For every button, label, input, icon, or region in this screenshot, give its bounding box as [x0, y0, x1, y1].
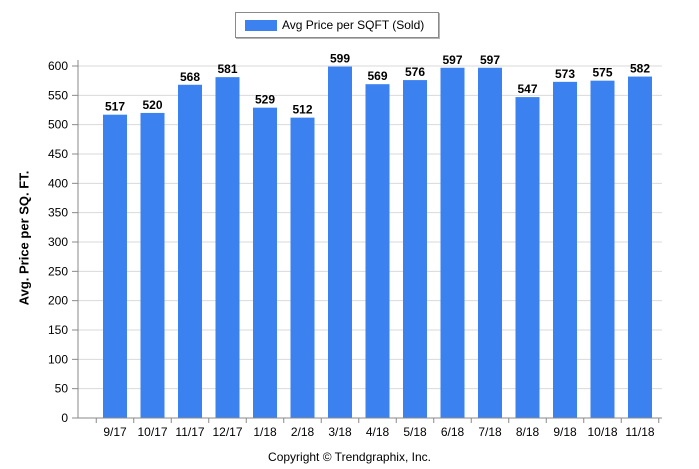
y-tick-label: 400 — [48, 176, 68, 190]
x-tick-label: 1/18 — [253, 425, 277, 439]
y-axis-title: Avg. Price per SQ. FT. — [16, 170, 32, 306]
data-label: 569 — [367, 69, 387, 83]
x-tick-label: 5/18 — [403, 425, 427, 439]
x-tick-label: 4/18 — [366, 425, 390, 439]
data-label: 512 — [292, 103, 312, 117]
x-tick-label: 10/18 — [587, 425, 617, 439]
legend: Avg Price per SQFT (Sold) — [235, 12, 439, 38]
y-tick-label: 550 — [48, 88, 68, 102]
data-label: 582 — [630, 62, 650, 76]
bar — [365, 84, 390, 418]
data-label: 575 — [592, 66, 612, 80]
axes: 0 50 100 150 200 250 300 350 400 450 500 550 600 9/17… — [48, 59, 662, 439]
data-label: 517 — [105, 100, 125, 114]
x-tick-label: 10/17 — [137, 425, 167, 439]
x-tick-label: 2/18 — [291, 425, 315, 439]
data-label: 581 — [217, 62, 237, 76]
x-tick-label: 7/18 — [478, 425, 502, 439]
x-tick-label: 11/17 — [175, 425, 204, 439]
bar — [553, 81, 577, 418]
x-tick-label: 11/18 — [625, 425, 654, 439]
data-label: 573 — [555, 67, 575, 81]
y-tick-label: 600 — [48, 59, 68, 73]
y-tick-label: 50 — [55, 382, 69, 396]
y-tick-label: 150 — [48, 323, 68, 337]
bar — [140, 112, 165, 418]
bar — [328, 66, 352, 418]
bar — [515, 97, 540, 419]
x-tick-label: 9/17 — [103, 425, 127, 439]
x-tick-label: 8/18 — [516, 425, 540, 439]
y-tick-label: 350 — [48, 206, 68, 220]
bars — [103, 66, 652, 419]
data-label: 597 — [480, 53, 500, 67]
y-tick-label: 200 — [48, 294, 68, 308]
x-tick-label: 3/18 — [328, 425, 352, 439]
bar — [403, 80, 427, 418]
y-tick-label: 0 — [61, 411, 68, 425]
bar — [103, 114, 127, 419]
data-labels: 517 520 568 581 529 512 599 569 576 597 597 547 573 5… — [105, 52, 650, 117]
data-label: 547 — [517, 82, 537, 96]
bar — [178, 84, 202, 419]
bar — [253, 107, 277, 419]
bar — [290, 117, 315, 419]
y-tick-label: 500 — [48, 118, 68, 132]
legend-label: Avg Price per SQFT (Sold) — [282, 18, 425, 32]
data-label: 568 — [180, 70, 200, 84]
x-tick-label: 9/18 — [553, 425, 577, 439]
data-label: 576 — [405, 65, 425, 79]
bar — [215, 77, 240, 418]
data-label: 597 — [442, 53, 462, 67]
data-label: 529 — [255, 93, 275, 107]
x-tick-label: 6/18 — [441, 425, 465, 439]
bar — [590, 80, 615, 419]
bar — [628, 76, 652, 418]
y-tick-label: 250 — [48, 264, 68, 278]
legend-swatch — [245, 20, 277, 31]
copyright-text: Copyright © Trendgraphix, Inc. — [268, 450, 431, 464]
data-label: 520 — [142, 98, 162, 112]
bar — [440, 67, 465, 418]
y-tick-label: 300 — [48, 235, 68, 249]
y-tick-label: 450 — [48, 147, 68, 161]
data-label: 599 — [330, 52, 350, 66]
bar — [478, 67, 502, 418]
y-tick-label: 100 — [48, 352, 68, 366]
x-tick-label: 12/17 — [212, 425, 242, 439]
